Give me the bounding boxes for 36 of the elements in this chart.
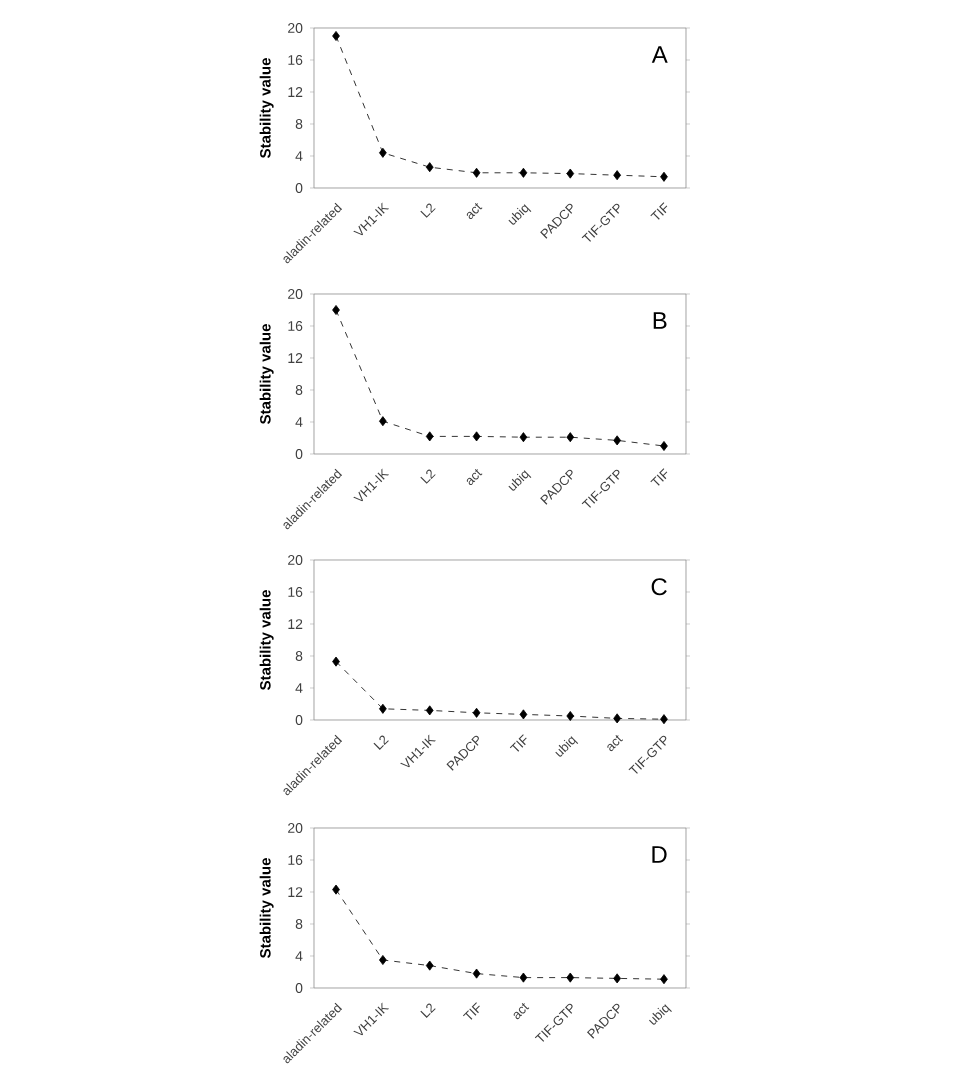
point xyxy=(660,714,668,725)
text: D xyxy=(652,846,667,863)
point xyxy=(519,432,528,443)
point xyxy=(613,435,621,446)
point xyxy=(613,713,621,724)
point xyxy=(613,170,621,181)
point xyxy=(660,974,668,985)
text: B xyxy=(653,312,667,329)
point xyxy=(472,968,481,979)
point xyxy=(472,431,481,442)
text: C xyxy=(651,578,667,596)
point xyxy=(425,705,434,716)
point xyxy=(660,440,668,451)
point xyxy=(379,416,387,427)
point xyxy=(425,960,434,971)
point xyxy=(566,168,575,179)
point xyxy=(566,710,575,721)
point xyxy=(519,972,528,983)
point xyxy=(519,709,528,720)
point xyxy=(332,884,340,895)
point xyxy=(566,972,575,983)
point xyxy=(332,304,340,315)
point xyxy=(379,955,387,965)
point xyxy=(472,167,481,178)
point xyxy=(425,162,434,173)
point xyxy=(660,171,668,182)
point xyxy=(332,656,340,667)
point xyxy=(472,707,481,718)
point xyxy=(379,147,387,158)
point xyxy=(613,973,621,984)
point xyxy=(566,432,575,443)
text: A xyxy=(651,46,668,63)
point xyxy=(379,703,387,714)
point xyxy=(425,431,434,442)
point xyxy=(332,30,340,41)
point xyxy=(519,167,528,178)
